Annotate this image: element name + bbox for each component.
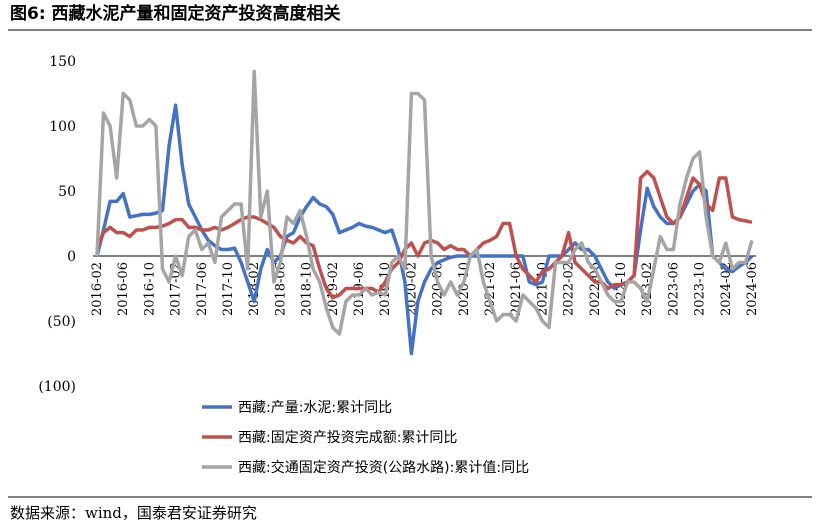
x-tick-label: 2016-06 [116,262,131,316]
x-tick-label: 2017-10 [221,262,236,316]
x-tick-label: 2024-02 [719,262,734,316]
x-tick-label: 2022-02 [562,262,577,316]
series-line [95,169,753,300]
y-tick-label: 0 [67,249,76,265]
y-tick-label: (100) [38,379,76,395]
x-tick-label: 2016-02 [90,262,105,316]
legend-label: 西藏:固定资产投资完成额:累计同比 [238,430,457,446]
x-tick-label: 2018-10 [300,262,315,316]
x-tick-label: 2018-06 [273,262,288,316]
x-tick-label: 2024-06 [745,262,760,316]
chart-title: 图6: 西藏水泥产量和固定资产投资高度相关 [10,3,341,24]
legend-label: 西藏:交通固定资产投资(公路水路):累计值:同比 [238,459,529,476]
y-tick-label: 100 [49,119,76,135]
x-tick-label: 2021-02 [483,262,498,316]
x-tick-label: 2020-10 [457,262,472,316]
y-tick-label: 150 [49,54,76,70]
x-tick-label: 2019-02 [326,262,341,316]
x-tick-label: 2017-06 [195,262,210,316]
source: 数据来源：wind，国泰君安证券研究 [10,504,257,522]
x-tick-label: 2016-10 [142,262,157,316]
y-tick-label: 50 [58,184,76,200]
x-tick-label: 2023-06 [666,262,681,316]
x-tick-label: 2023-10 [693,262,708,316]
legend-label: 西藏:产量:水泥:累计同比 [238,400,392,416]
series-line [95,69,754,336]
y-tick-label: (50) [47,314,76,330]
series-line [95,103,754,356]
